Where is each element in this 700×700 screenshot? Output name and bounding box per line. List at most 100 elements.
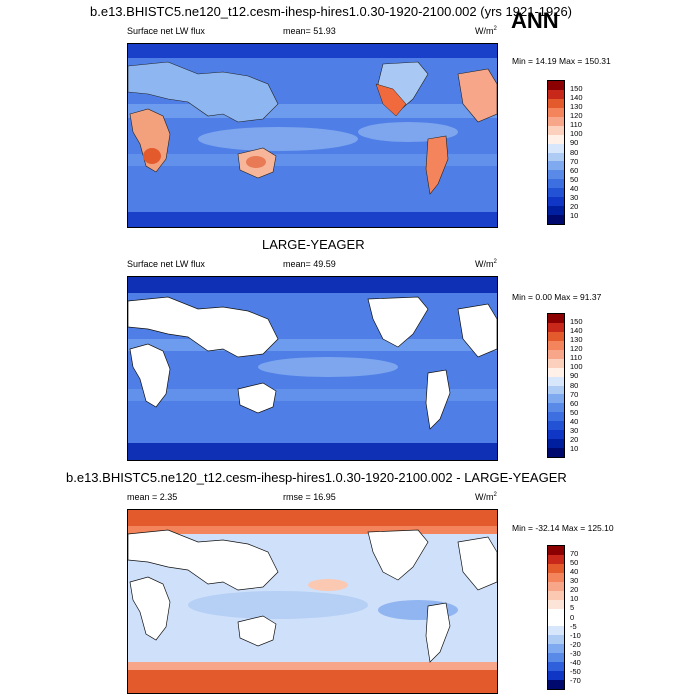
colorbar-tick-label: 50 [570, 558, 579, 568]
colorbar-swatch [548, 116, 564, 126]
colorbar-swatch [548, 349, 564, 359]
panel-1-colorbar [547, 80, 565, 225]
colorbar-tick-label: 140 [570, 93, 583, 103]
panel-2-units: W/m2 [475, 259, 497, 269]
colorbar-tick-label: 0 [570, 612, 575, 622]
panel-1-map-plot [128, 44, 497, 227]
colorbar-tick-label: -40 [570, 657, 581, 667]
colorbar-tick-label: 30 [570, 192, 579, 202]
colorbar-tick-label: 40 [570, 567, 579, 577]
colorbar-swatch [548, 662, 564, 672]
colorbar-tick-label: 130 [570, 102, 583, 112]
colorbar-tick-label: -10 [570, 630, 581, 640]
colorbar-swatch [548, 563, 564, 573]
colorbar-swatch [548, 421, 564, 431]
colorbar-swatch [548, 671, 564, 681]
colorbar-swatch [548, 340, 564, 350]
colorbar-swatch [548, 394, 564, 404]
colorbar-tick-label: 10 [570, 443, 579, 453]
colorbar-swatch [548, 412, 564, 422]
colorbar-tick-label: 120 [570, 111, 583, 121]
colorbar-swatch [548, 635, 564, 645]
colorbar-tick-label: 130 [570, 335, 583, 345]
panel-2-min-max: Min = 0.00 Max = 91.37 [512, 292, 602, 302]
colorbar-tick-label: 90 [570, 371, 579, 381]
colorbar-swatch [548, 358, 564, 368]
colorbar-swatch [548, 385, 564, 395]
colorbar-tick-label: -20 [570, 639, 581, 649]
colorbar-swatch [548, 430, 564, 440]
colorbar-tick-label: 90 [570, 138, 579, 148]
colorbar-tick-label: 30 [570, 425, 579, 435]
colorbar-tick-label: 150 [570, 84, 583, 94]
colorbar-tick-label: 70 [570, 156, 579, 166]
colorbar-tick-label: 40 [570, 416, 579, 426]
colorbar-tick-label: 80 [570, 147, 579, 157]
colorbar-swatch [548, 439, 564, 449]
colorbar-tick-label: 100 [570, 362, 583, 372]
colorbar-tick-label: 30 [570, 576, 579, 586]
panel-2-map-plot [128, 277, 497, 460]
panel-1-min-max: Min = 14.19 Max = 150.31 [512, 56, 611, 66]
panel-2-title: LARGE-YEAGER [262, 237, 365, 252]
colorbar-tick-label: 20 [570, 201, 579, 211]
colorbar-swatch [548, 572, 564, 582]
panel-1-title: b.e13.BHISTC5.ne120_t12.cesm-ihesp-hires… [90, 4, 573, 19]
colorbar-swatch [548, 125, 564, 135]
colorbar-swatch [548, 367, 564, 377]
panel-1-mean: mean= 51.93 [283, 26, 336, 36]
panel-2-colorbar-labels: 150 140 130 120 110 100 90 80 70 60 50 40 30 20 10 [570, 313, 600, 458]
colorbar-swatch [548, 179, 564, 189]
colorbar-swatch [548, 554, 564, 564]
colorbar-tick-label: 20 [570, 585, 579, 595]
colorbar-tick-label: 60 [570, 165, 579, 175]
panel-3-colorbar-labels: 70 50 40 30 20 10 5 0 -5 -10 -20 -30 -40 -50 -70 [570, 545, 600, 690]
colorbar-swatch [548, 134, 564, 144]
colorbar-swatch [548, 197, 564, 207]
colorbar-tick-label: 10 [570, 210, 579, 220]
colorbar-swatch [548, 617, 564, 627]
panel-3-colorbar [547, 545, 565, 690]
panel-3-map-plot [128, 510, 497, 693]
season-label: ANN [511, 8, 559, 33]
colorbar-swatch [548, 314, 564, 323]
colorbar-swatch [548, 626, 564, 636]
colorbar-swatch [548, 170, 564, 180]
panel-3-map [127, 509, 498, 694]
panel-2-map [127, 276, 498, 461]
colorbar-swatch [548, 89, 564, 99]
colorbar-tick-label: 40 [570, 183, 579, 193]
colorbar-swatch [548, 581, 564, 591]
colorbar-tick-label: 60 [570, 398, 579, 408]
colorbar-swatch [548, 188, 564, 198]
panel-2-colorbar [547, 313, 565, 458]
colorbar-swatch [548, 215, 564, 224]
colorbar-tick-label: 140 [570, 326, 583, 336]
colorbar-swatch [548, 331, 564, 341]
panel-2-variable: Surface net LW flux [127, 259, 205, 269]
colorbar-tick-label: 20 [570, 434, 579, 444]
colorbar-tick-label: -70 [570, 675, 581, 685]
colorbar-swatch [548, 644, 564, 654]
colorbar-swatch [548, 599, 564, 609]
colorbar-tick-label: -30 [570, 648, 581, 658]
colorbar-swatch [548, 152, 564, 162]
panel-3-rmse: rmse = 16.95 [283, 492, 336, 502]
colorbar-tick-label: 100 [570, 129, 583, 139]
colorbar-tick-label: 80 [570, 380, 579, 390]
colorbar-tick-label: -50 [570, 666, 581, 676]
colorbar-swatch [548, 448, 564, 457]
colorbar-tick-label: 120 [570, 344, 583, 354]
colorbar-swatch [548, 206, 564, 216]
colorbar-tick-label: 110 [570, 120, 582, 130]
colorbar-swatch [548, 322, 564, 332]
colorbar-swatch [548, 376, 564, 386]
colorbar-swatch [548, 608, 564, 618]
panel-3-title: b.e13.BHISTC5.ne120_t12.cesm-ihesp-hires… [66, 470, 567, 485]
panel-1-variable: Surface net LW flux [127, 26, 205, 36]
colorbar-tick-label: -5 [570, 621, 577, 631]
colorbar-swatch [548, 680, 564, 689]
colorbar-tick-label: 110 [570, 353, 582, 363]
panel-3-min-max: Min = -32.14 Max = 125.10 [512, 523, 614, 533]
colorbar-swatch [548, 107, 564, 117]
